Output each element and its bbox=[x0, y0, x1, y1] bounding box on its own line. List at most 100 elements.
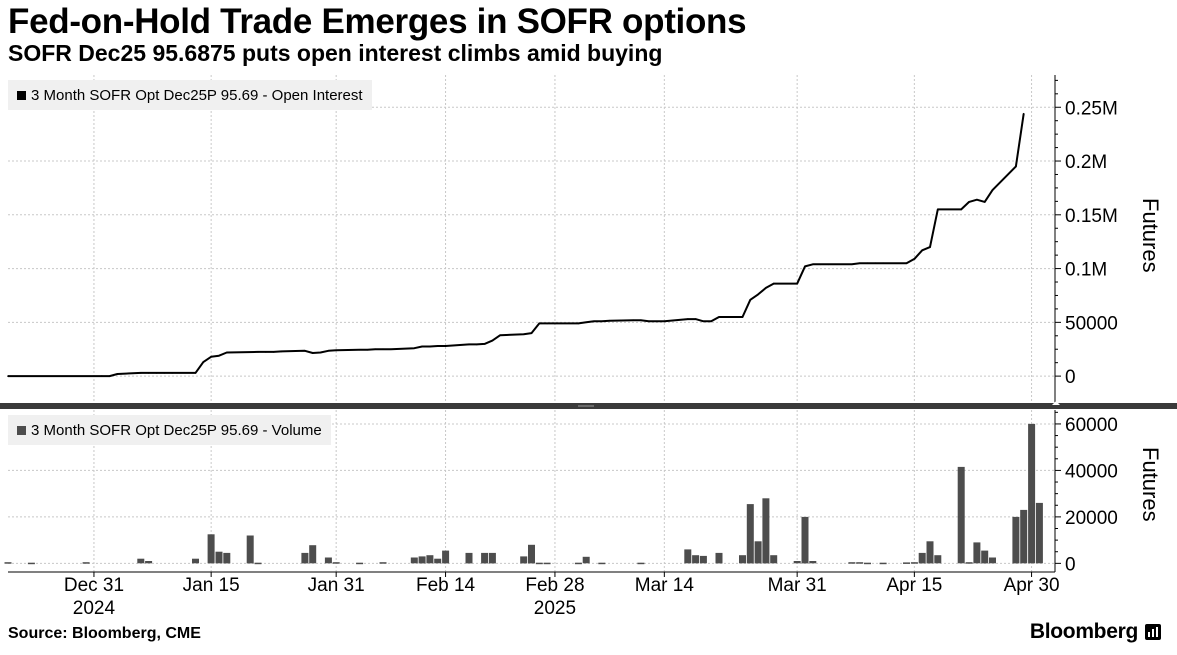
open-interest-legend-label: 3 Month SOFR Opt Dec25P 95.69 - Open Int… bbox=[31, 86, 363, 104]
chart-subtitle: SOFR Dec25 95.6875 puts open interest cl… bbox=[8, 40, 663, 66]
open-interest-point bbox=[358, 349, 361, 351]
oi-y-tick-label: 0.15M bbox=[1065, 206, 1118, 227]
volume-bar bbox=[1012, 516, 1020, 564]
open-interest-point bbox=[483, 343, 486, 345]
x-tick-label: Apr 30 bbox=[1004, 575, 1060, 596]
volume-bar bbox=[379, 562, 387, 564]
open-interest-point bbox=[921, 249, 923, 252]
open-interest-point bbox=[218, 354, 220, 357]
open-interest-point bbox=[577, 322, 580, 325]
chart-title: Fed-on-Hold Trade Emerges in SOFR option… bbox=[8, 2, 747, 41]
volume-bar bbox=[973, 542, 981, 564]
x-tick-label: Apr 15 bbox=[886, 575, 942, 596]
open-interest-legend: 3 Month SOFR Opt Dec25P 95.69 - Open Int… bbox=[8, 80, 372, 110]
open-interest-point bbox=[687, 318, 689, 320]
x-year-label: 2024 bbox=[73, 598, 116, 619]
oi-y-tick-label: 0.2M bbox=[1065, 152, 1107, 173]
open-interest-point bbox=[101, 375, 103, 377]
open-interest-point bbox=[655, 320, 658, 323]
open-interest-point bbox=[601, 320, 603, 323]
volume-bar bbox=[918, 552, 926, 564]
open-interest-point bbox=[374, 348, 377, 351]
bloomberg-logo: Bloomberg bbox=[1030, 620, 1161, 644]
open-interest-point bbox=[851, 263, 853, 266]
volume-bar bbox=[801, 516, 809, 564]
open-interest-point bbox=[937, 208, 939, 211]
open-interest-point bbox=[702, 320, 705, 323]
x-year-label: 2025 bbox=[534, 598, 576, 619]
open-interest-point bbox=[304, 350, 306, 352]
open-interest-point bbox=[640, 319, 642, 322]
open-interest-point bbox=[718, 316, 720, 318]
volume-bar bbox=[770, 555, 778, 564]
volume-bar bbox=[356, 562, 364, 565]
open-interest-point bbox=[913, 258, 916, 260]
volume-bar bbox=[145, 561, 153, 564]
panel-separator[interactable] bbox=[0, 401, 1177, 409]
open-interest-point bbox=[819, 263, 822, 266]
volume-bar bbox=[520, 556, 528, 564]
open-interest-point bbox=[741, 316, 744, 318]
open-interest-point bbox=[796, 282, 798, 285]
open-interest-point bbox=[905, 262, 908, 265]
open-interest-point bbox=[382, 348, 384, 351]
open-interest-point bbox=[499, 334, 502, 337]
open-interest-line bbox=[8, 113, 1025, 378]
volume-bar bbox=[1028, 423, 1036, 564]
open-interest-point bbox=[593, 320, 595, 323]
open-interest-point bbox=[812, 263, 814, 266]
open-interest-point bbox=[874, 262, 877, 265]
open-interest-point bbox=[522, 333, 525, 336]
open-interest-point bbox=[554, 322, 556, 325]
volume-bar bbox=[598, 562, 606, 565]
open-interest-point bbox=[1015, 165, 1017, 168]
volume-bar bbox=[739, 555, 746, 564]
open-interest-point bbox=[390, 348, 392, 351]
volume-bar bbox=[465, 552, 473, 564]
volume-y-tick-label: 0 bbox=[1065, 554, 1076, 575]
open-interest-point bbox=[929, 246, 931, 248]
open-interest-point bbox=[226, 351, 228, 354]
volume-bar bbox=[762, 498, 770, 564]
volume-bar bbox=[332, 562, 340, 564]
volume-bar bbox=[684, 549, 692, 564]
open-interest-point bbox=[116, 373, 119, 375]
volume-y-tick-label: 20000 bbox=[1065, 508, 1118, 529]
open-interest-point bbox=[968, 201, 970, 203]
open-interest-point bbox=[155, 372, 158, 374]
volume-bar bbox=[27, 562, 35, 565]
open-interest-point bbox=[436, 345, 439, 347]
volume-bar bbox=[324, 557, 332, 564]
open-interest-point bbox=[757, 293, 759, 296]
volume-bar bbox=[989, 557, 996, 564]
volume-bar bbox=[926, 541, 934, 564]
oi-y-tick-label: 0 bbox=[1065, 367, 1076, 388]
volume-bar bbox=[410, 557, 418, 564]
volume-bar bbox=[543, 562, 551, 565]
volume-bar bbox=[192, 558, 199, 564]
oi-y-tick-label: 0.1M bbox=[1065, 260, 1107, 281]
open-interest-point bbox=[257, 351, 259, 353]
open-interest-point bbox=[280, 350, 283, 353]
volume-bar bbox=[434, 558, 442, 564]
volume-bar bbox=[910, 562, 918, 564]
volume-y-tick-label: 60000 bbox=[1065, 415, 1118, 436]
volume-bar bbox=[793, 561, 801, 564]
x-tick-label: Jan 31 bbox=[308, 575, 365, 596]
volume-bar bbox=[481, 552, 489, 564]
open-interest-point bbox=[171, 372, 173, 374]
x-tick-label: Feb 28 bbox=[525, 575, 584, 596]
volume-bar bbox=[746, 504, 754, 564]
open-interest-point bbox=[976, 198, 978, 201]
open-interest-point bbox=[327, 350, 330, 352]
open-interest-point bbox=[468, 343, 470, 346]
open-interest-point bbox=[827, 263, 830, 266]
open-interest-point bbox=[530, 332, 533, 334]
volume-bar bbox=[301, 552, 309, 564]
volume-bar bbox=[535, 562, 543, 565]
volume-bar bbox=[856, 562, 864, 564]
volume-bar bbox=[215, 551, 223, 564]
open-interest-point bbox=[647, 320, 650, 323]
volume-bar bbox=[254, 562, 262, 565]
